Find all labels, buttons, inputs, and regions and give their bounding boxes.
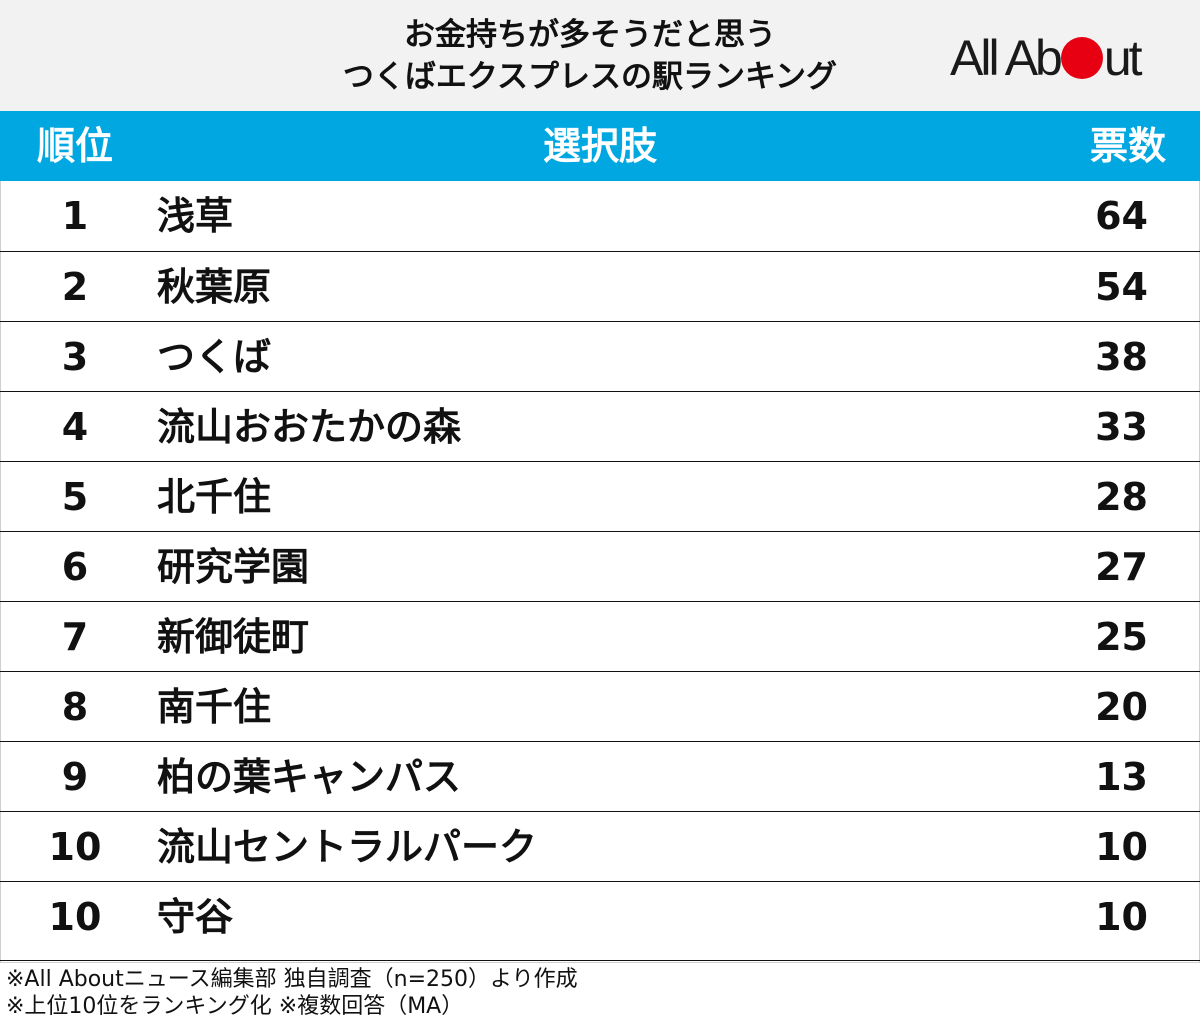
choice-cell: 守谷 (157, 895, 234, 939)
votes-cell: 33 (1095, 405, 1148, 449)
votes-cell: 27 (1095, 545, 1148, 589)
table-row: 10 流山セントラルパーク 10 (0, 811, 1200, 881)
table-row: 9 柏の葉キャンパス 13 (0, 741, 1200, 811)
choice-cell: 北千住 (157, 475, 272, 519)
rank-cell: 5 (61, 475, 89, 519)
votes-cell: 10 (1095, 825, 1148, 869)
votes-cell: 13 (1095, 755, 1148, 799)
table-row: 2 秋葉原 54 (0, 251, 1200, 321)
votes-cell: 28 (1095, 475, 1148, 519)
table-row: 3 つくば 38 (0, 321, 1200, 391)
column-header-rank: 順位 (36, 124, 113, 168)
table-row: 1 浅草 64 (0, 181, 1200, 251)
choice-cell: 新御徒町 (157, 615, 310, 659)
votes-cell: 38 (1095, 335, 1148, 379)
rank-cell: 3 (61, 335, 89, 379)
logo-red-dot (1060, 37, 1103, 79)
chart-title-line-2: つくばエクスプレスの駅ランキング (342, 59, 838, 95)
rank-cell: 8 (61, 685, 89, 729)
rank-cell: 10 (48, 895, 102, 939)
rank-cell: 1 (61, 194, 89, 238)
table-header: 選択肢 順位 票数 (0, 111, 1200, 181)
table-row: 4 流山おおたかの森 33 (0, 391, 1200, 461)
allabout-logo: All Ab ut (950, 28, 1180, 88)
choice-cell: 南千住 (157, 685, 272, 729)
choice-cell: つくば (157, 335, 272, 379)
chart-title: お金持ちが多そうだと思う つくばエクスプレスの駅ランキング (0, 14, 1180, 98)
votes-cell: 10 (1095, 895, 1148, 939)
table-bottom-rule (0, 960, 1200, 961)
table-row: 7 新御徒町 25 (0, 601, 1200, 671)
footnote-source: ※All Aboutニュース編集部 独自調査（n=250）より作成 (6, 967, 578, 992)
votes-cell: 64 (1095, 194, 1148, 238)
choice-cell: 秋葉原 (157, 265, 272, 309)
votes-cell: 54 (1095, 265, 1148, 309)
votes-cell: 25 (1095, 615, 1148, 659)
chart-title-line-1: お金持ちが多そうだと思う (404, 17, 776, 53)
table-row: 10 守谷 10 (0, 881, 1200, 951)
choice-cell: 浅草 (157, 194, 234, 238)
ranking-table: 1 浅草 64 2 秋葉原 54 3 つくば 38 4 流山おおたかの森 33 5 北千住 28 6 研究学園 2… (0, 181, 1200, 951)
rank-cell: 6 (61, 545, 89, 589)
rank-cell: 10 (48, 825, 102, 869)
column-header-choice: 選択肢 (542, 124, 657, 168)
choice-cell: 流山おおたかの森 (157, 405, 462, 449)
table-row: 5 北千住 28 (0, 461, 1200, 531)
rank-cell: 9 (61, 755, 89, 799)
votes-cell: 20 (1095, 685, 1148, 729)
rank-cell: 4 (61, 405, 89, 449)
title-bar: お金持ちが多そうだと思う つくばエクスプレスの駅ランキング All Ab ut (0, 0, 1200, 111)
rank-cell: 2 (61, 265, 89, 309)
table-row: 8 南千住 20 (0, 671, 1200, 741)
footnote-method: ※上位10位をランキング化 ※複数回答（MA） (6, 994, 464, 1019)
footnotes: ※All Aboutニュース編集部 独自調査（n=250）より作成 ※上位10位… (6, 966, 578, 1020)
choice-cell: 研究学園 (157, 545, 310, 589)
rank-cell: 7 (61, 615, 89, 659)
column-header-votes: 票数 (1089, 124, 1166, 168)
logo-text-end: ut (1103, 30, 1143, 86)
table-row: 6 研究学園 27 (0, 531, 1200, 601)
choice-cell: 流山セントラルパーク (157, 825, 538, 869)
choice-cell: 柏の葉キャンパス (157, 755, 462, 799)
logo-text-start: All Ab (950, 30, 1063, 86)
